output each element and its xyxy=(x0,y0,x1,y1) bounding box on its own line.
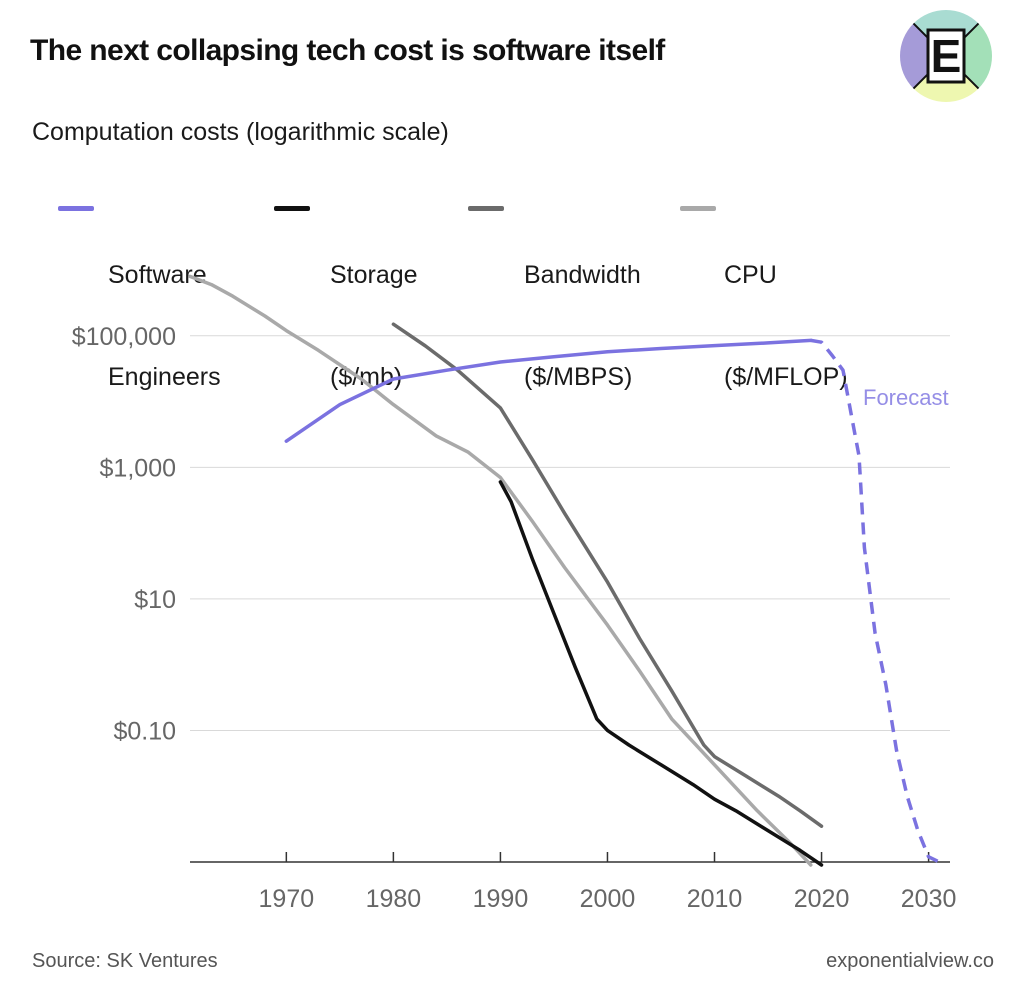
chart-legend: Software Engineers Storage ($/mb) Bandwi… xyxy=(58,190,958,391)
x-tick-label: 2020 xyxy=(794,885,850,913)
chart-subtitle: Computation costs (logarithmic scale) xyxy=(32,118,449,146)
exponential-view-logo: E xyxy=(900,10,992,102)
legend-label-line-2: ($/MBPS) xyxy=(524,363,633,391)
legend-swatch-cpu xyxy=(680,206,716,211)
source-credit: Source: SK Ventures xyxy=(32,950,218,972)
series-line-cpu xyxy=(188,274,813,867)
y-tick-label: $0.10 xyxy=(113,717,176,745)
site-credit: exponentialview.co xyxy=(826,950,994,972)
legend-swatch-bandwidth xyxy=(468,206,504,211)
x-tick-label: 2000 xyxy=(580,885,636,913)
series-line-software-engineers xyxy=(284,338,813,443)
x-tick-label: 1990 xyxy=(473,885,529,913)
legend-swatch-software-engineers xyxy=(58,206,94,211)
x-tick-label: 2030 xyxy=(901,885,957,913)
forecast-annotation: Forecast xyxy=(863,385,949,410)
y-tick-label: $100,000 xyxy=(72,323,176,351)
series-line-bandwidth xyxy=(391,322,824,828)
logo-letter: E xyxy=(931,30,962,82)
y-tick-label: $10 xyxy=(134,586,176,614)
x-tick-label: 1980 xyxy=(366,885,422,913)
legend-label-line-1: Storage xyxy=(330,261,418,289)
legend-label-line-2: ($/MFLOP) xyxy=(724,363,848,391)
line-chart: $0.10 $10 $1,000 $100,000 1970 1980 1990 2000 20… xyxy=(72,274,957,913)
legend-swatch-storage xyxy=(274,206,310,211)
legend-label-line-2: Engineers xyxy=(108,363,221,391)
legend-label-line-1: Bandwidth xyxy=(524,261,641,289)
legend-label-line-1: CPU xyxy=(724,261,777,289)
series-line-software-engineers-forecast xyxy=(810,338,941,864)
chart-title: The next collapsing tech cost is softwar… xyxy=(30,34,665,67)
y-tick-label: $1,000 xyxy=(100,454,176,482)
x-tick-label: 2010 xyxy=(687,885,743,913)
x-tick-label: 1970 xyxy=(259,885,315,913)
series-line-storage xyxy=(498,480,824,867)
